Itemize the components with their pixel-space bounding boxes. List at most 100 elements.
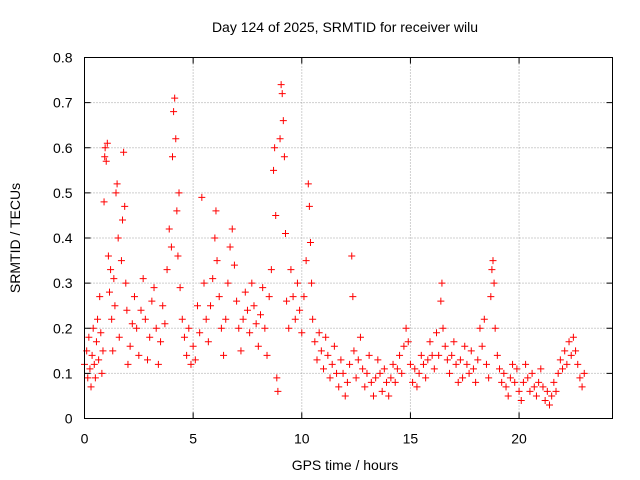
data-point	[187, 360, 195, 368]
data-point	[509, 360, 517, 368]
data-point	[105, 288, 113, 296]
data-point	[367, 378, 375, 386]
data-point	[454, 378, 462, 386]
data-point	[285, 324, 293, 332]
data-point	[465, 369, 473, 377]
data-point	[500, 369, 508, 377]
data-point	[463, 360, 471, 368]
data-point	[137, 306, 145, 314]
x-tick-label: 0	[81, 431, 89, 447]
data-point	[404, 338, 412, 346]
data-point	[117, 257, 125, 265]
data-point	[228, 225, 236, 233]
data-point	[372, 374, 380, 382]
y-tick-label: 0.4	[53, 230, 73, 246]
data-point	[335, 383, 343, 391]
data-point	[378, 387, 386, 395]
data-point	[472, 378, 480, 386]
data-point	[283, 297, 291, 305]
axis-ticks: 0 0.1 0.2 0.3 0.4 0.5 0.6 0.7 0.8 0 5 10 15 20	[53, 50, 613, 447]
data-point	[515, 387, 523, 395]
data-point	[241, 288, 249, 296]
data-point	[163, 266, 171, 274]
data-point	[157, 338, 165, 346]
data-point	[385, 392, 393, 400]
data-point	[398, 369, 406, 377]
data-point	[272, 211, 280, 219]
data-point	[215, 293, 223, 301]
data-point	[154, 360, 162, 368]
y-tick-label: 0.6	[53, 140, 73, 156]
data-point	[112, 189, 120, 197]
data-point	[396, 351, 404, 359]
data-point	[213, 257, 221, 265]
x-tick-label: 10	[294, 431, 310, 447]
data-point	[305, 202, 313, 210]
data-point	[161, 320, 169, 328]
data-point	[88, 351, 96, 359]
data-point	[467, 347, 475, 355]
data-point	[369, 392, 377, 400]
data-point	[211, 234, 219, 242]
data-point	[535, 378, 543, 386]
data-point	[104, 252, 112, 260]
data-point	[148, 297, 156, 305]
data-point	[212, 207, 220, 215]
data-point	[239, 315, 247, 323]
data-point	[311, 338, 319, 346]
data-point	[322, 333, 330, 341]
data-point	[478, 342, 486, 350]
data-point	[528, 369, 536, 377]
data-point	[419, 360, 427, 368]
data-point	[550, 378, 558, 386]
data-point	[196, 329, 204, 337]
data-point	[113, 180, 121, 188]
data-point	[488, 266, 496, 274]
data-point	[469, 365, 477, 373]
data-point	[175, 189, 183, 197]
data-point	[363, 369, 371, 377]
data-point	[489, 257, 497, 265]
data-point	[513, 365, 521, 373]
data-point	[111, 302, 119, 310]
data-point	[300, 293, 308, 301]
data-point	[537, 365, 545, 373]
data-point	[433, 329, 440, 337]
data-point	[87, 383, 95, 391]
data-point	[235, 324, 243, 332]
data-point	[330, 342, 338, 350]
data-point	[359, 365, 367, 373]
data-point	[324, 351, 332, 359]
data-point	[361, 383, 369, 391]
data-point	[172, 135, 180, 143]
data-point	[100, 198, 108, 206]
data-point	[202, 315, 210, 323]
data-point	[435, 351, 443, 359]
data-point	[333, 369, 341, 377]
data-point	[237, 347, 245, 355]
data-point	[183, 351, 191, 359]
data-markers	[81, 81, 588, 409]
data-point	[306, 239, 314, 247]
y-tick-label: 0.3	[53, 275, 73, 291]
data-point	[493, 351, 501, 359]
data-point	[198, 193, 206, 201]
data-point	[233, 297, 241, 305]
data-point	[115, 333, 123, 341]
data-point	[107, 266, 115, 274]
data-point	[417, 351, 425, 359]
data-point	[84, 374, 92, 382]
data-point	[524, 374, 532, 382]
data-point	[103, 139, 111, 147]
data-point	[226, 243, 234, 251]
data-point	[350, 347, 358, 355]
data-point	[98, 369, 106, 377]
data-point	[273, 374, 281, 382]
data-point	[209, 275, 217, 283]
x-tick-label: 5	[189, 431, 197, 447]
data-point	[487, 293, 495, 301]
data-point	[356, 333, 364, 341]
data-point	[559, 365, 567, 373]
data-point	[380, 365, 388, 373]
